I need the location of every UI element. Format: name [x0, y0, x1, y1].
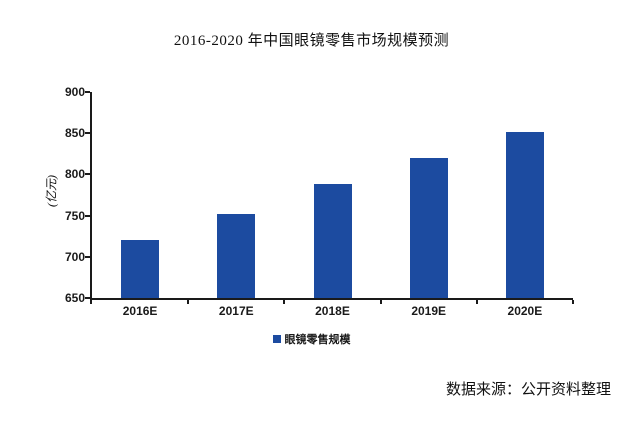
- y-tick-mark: [85, 132, 90, 135]
- y-tick-mark: [85, 91, 90, 93]
- y-tick-label: 850: [64, 126, 85, 141]
- bar-2017E: [217, 213, 256, 298]
- x-tick-mark: [187, 300, 190, 304]
- x-tick-mark: [475, 300, 478, 304]
- y-tick-label: 750: [64, 208, 85, 223]
- y-tick-mark: [85, 173, 90, 176]
- y-tick-label: 800: [64, 167, 85, 182]
- y-tick-mark: [85, 255, 90, 258]
- y-tick-label: 650: [64, 291, 85, 305]
- plot-area: 650 700 750 800 850 900 2016E 2017E 2018E 2019E 20…: [65, 85, 574, 318]
- y-tick-mark: [85, 297, 90, 299]
- legend-swatch-icon: [272, 335, 281, 343]
- x-tick-mark: [379, 300, 382, 304]
- chart-title: 2016-2020 年中国眼镜零售市场规模预测: [173, 33, 450, 49]
- x-tick-label: 2020E: [507, 304, 543, 318]
- bar-2018E: [313, 184, 352, 298]
- y-tick-label: 900: [64, 85, 85, 99]
- x-tick-label: 2019E: [411, 304, 447, 318]
- y-tick-mark: [85, 214, 90, 217]
- x-tick-label: 2016E: [122, 304, 158, 318]
- legend-series-label: 眼镜零售规模: [284, 334, 351, 346]
- y-tick-label: 700: [64, 249, 85, 264]
- data-source-note: 数据来源：公开资料整理: [445, 382, 611, 398]
- x-tick-mark: [283, 300, 286, 304]
- bar-2016E: [121, 240, 160, 298]
- bar-2020E: [505, 131, 544, 298]
- x-tick-mark: [90, 300, 92, 304]
- x-tick-label: 2018E: [315, 304, 350, 318]
- x-tick-label: 2017E: [218, 304, 254, 318]
- legend: 眼镜零售规模: [0, 331, 623, 347]
- x-tick-mark: [572, 300, 574, 304]
- bar-2019E: [409, 157, 448, 298]
